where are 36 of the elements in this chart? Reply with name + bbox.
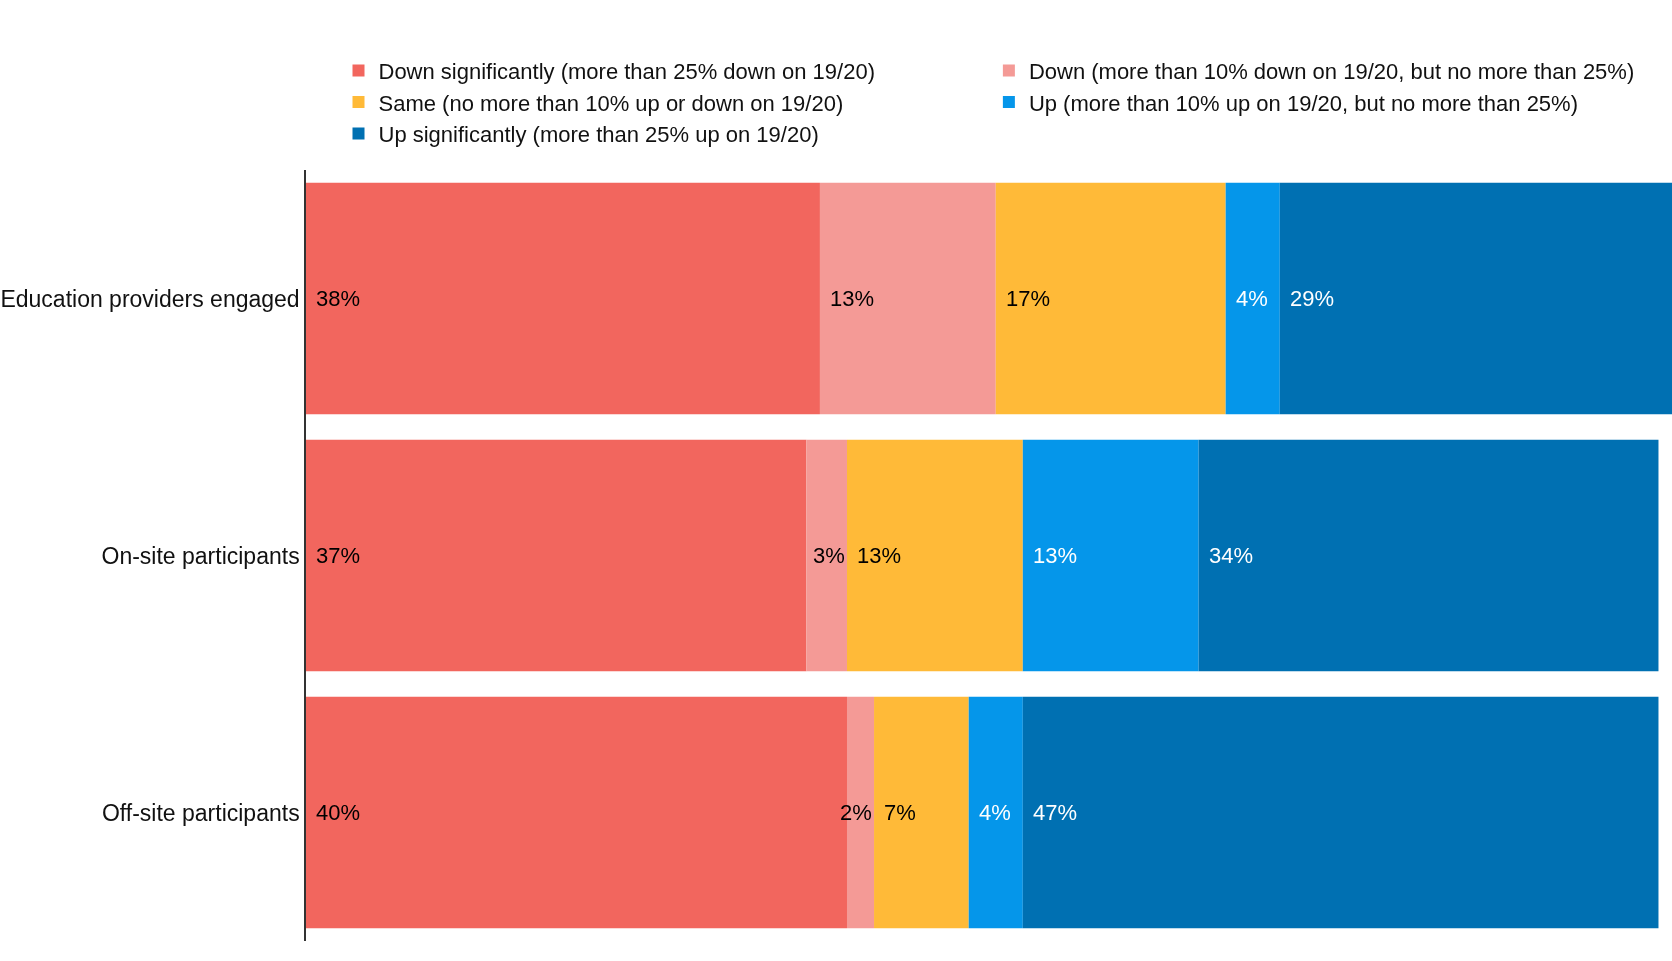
legend-label: Down significantly (more than 25% down on 19/20) [378, 58, 875, 84]
data-label: 29% [1290, 286, 1335, 311]
bar [1225, 182, 1280, 415]
data-label: 4% [1236, 286, 1268, 311]
legend-label: Up (more than 10% up on 19/20, but no more than 25%) [1028, 90, 1578, 116]
data-label: 40% [316, 800, 361, 825]
data-label: 13% [857, 543, 902, 568]
bar [968, 696, 1023, 929]
bar [819, 182, 996, 415]
bar [1198, 439, 1659, 672]
y-tick-label: On-site participants [101, 542, 300, 569]
bar [874, 696, 969, 929]
data-label: 38% [316, 286, 361, 311]
data-label: 17% [1006, 286, 1051, 311]
bar [1279, 182, 1672, 415]
legend-label: Down (more than 10% down on 19/20, but no more than 25%) [1028, 58, 1635, 84]
bar [846, 439, 1023, 672]
bar [1022, 439, 1199, 672]
data-label: 47% [1033, 800, 1078, 825]
data-label: 4% [979, 800, 1011, 825]
bar [306, 182, 820, 415]
y-tick-label: Off-site participants [101, 799, 300, 826]
bar [995, 182, 1226, 415]
legend-label: Up significantly (more than 25% up on 19/20) [378, 122, 819, 148]
data-label: 13% [1033, 543, 1078, 568]
y-tick-label: Education providers engaged [0, 285, 300, 312]
legend-label: Same (no more than 10% up or down on 19/20) [378, 90, 844, 116]
data-label: 7% [884, 800, 916, 825]
bar [1022, 696, 1659, 929]
data-label: 3% [813, 543, 845, 568]
data-label: 34% [1209, 543, 1254, 568]
data-label: 13% [830, 286, 875, 311]
bar [806, 439, 847, 672]
data-label: 2% [840, 800, 872, 825]
bar [306, 439, 807, 672]
data-label: 37% [316, 543, 361, 568]
